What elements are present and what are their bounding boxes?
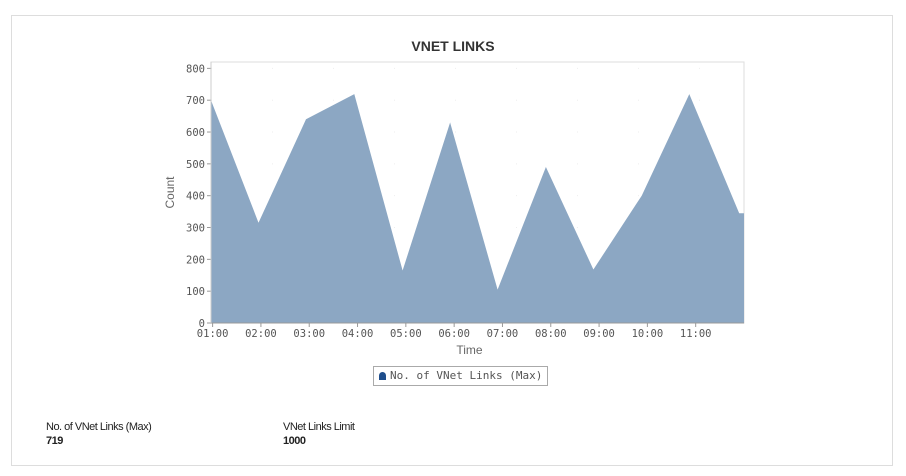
x-axis-label: Time	[456, 343, 483, 357]
area-series	[211, 94, 744, 323]
y-tick-label: 500	[186, 159, 205, 171]
y-tick-label: 700	[186, 95, 205, 107]
y-tick-label: 800	[186, 63, 205, 75]
y-tick-label: 0	[199, 318, 205, 330]
y-tick-label: 600	[186, 127, 205, 139]
stat-label: VNet Links Limit	[283, 421, 355, 433]
x-tick-label: 09:00	[583, 328, 615, 340]
stat-value: 1000	[283, 435, 306, 447]
x-tick-label: 01:00	[197, 328, 229, 340]
x-tick-label: 10:00	[632, 328, 664, 340]
y-tick-label: 200	[186, 254, 205, 266]
x-tick-label: 11:00	[680, 328, 712, 340]
x-tick-label: 05:00	[390, 328, 422, 340]
stat-links-limit: VNet Links Limit 1000	[283, 421, 355, 447]
legend-label: No. of VNet Links (Max)	[390, 369, 543, 382]
x-tick-label: 03:00	[293, 328, 325, 340]
x-tick-label: 06:00	[438, 328, 470, 340]
chart-title: VNET LINKS	[411, 38, 495, 54]
y-tick-label: 400	[186, 191, 205, 203]
y-tick-label: 100	[186, 286, 205, 298]
x-tick-label: 02:00	[245, 328, 277, 340]
stat-value: 719	[46, 435, 63, 447]
stat-max-links: No. of VNet Links (Max) 719	[46, 421, 152, 447]
legend-marker-icon	[379, 372, 386, 380]
y-axis-label: Count	[163, 176, 177, 209]
x-tick-label: 08:00	[535, 328, 567, 340]
stat-label: No. of VNet Links (Max)	[46, 421, 152, 433]
legend-item[interactable]: No. of VNet Links (Max)	[373, 366, 549, 386]
x-tick-label: 07:00	[487, 328, 519, 340]
x-tick-label: 04:00	[342, 328, 374, 340]
y-tick-label: 300	[186, 223, 205, 235]
